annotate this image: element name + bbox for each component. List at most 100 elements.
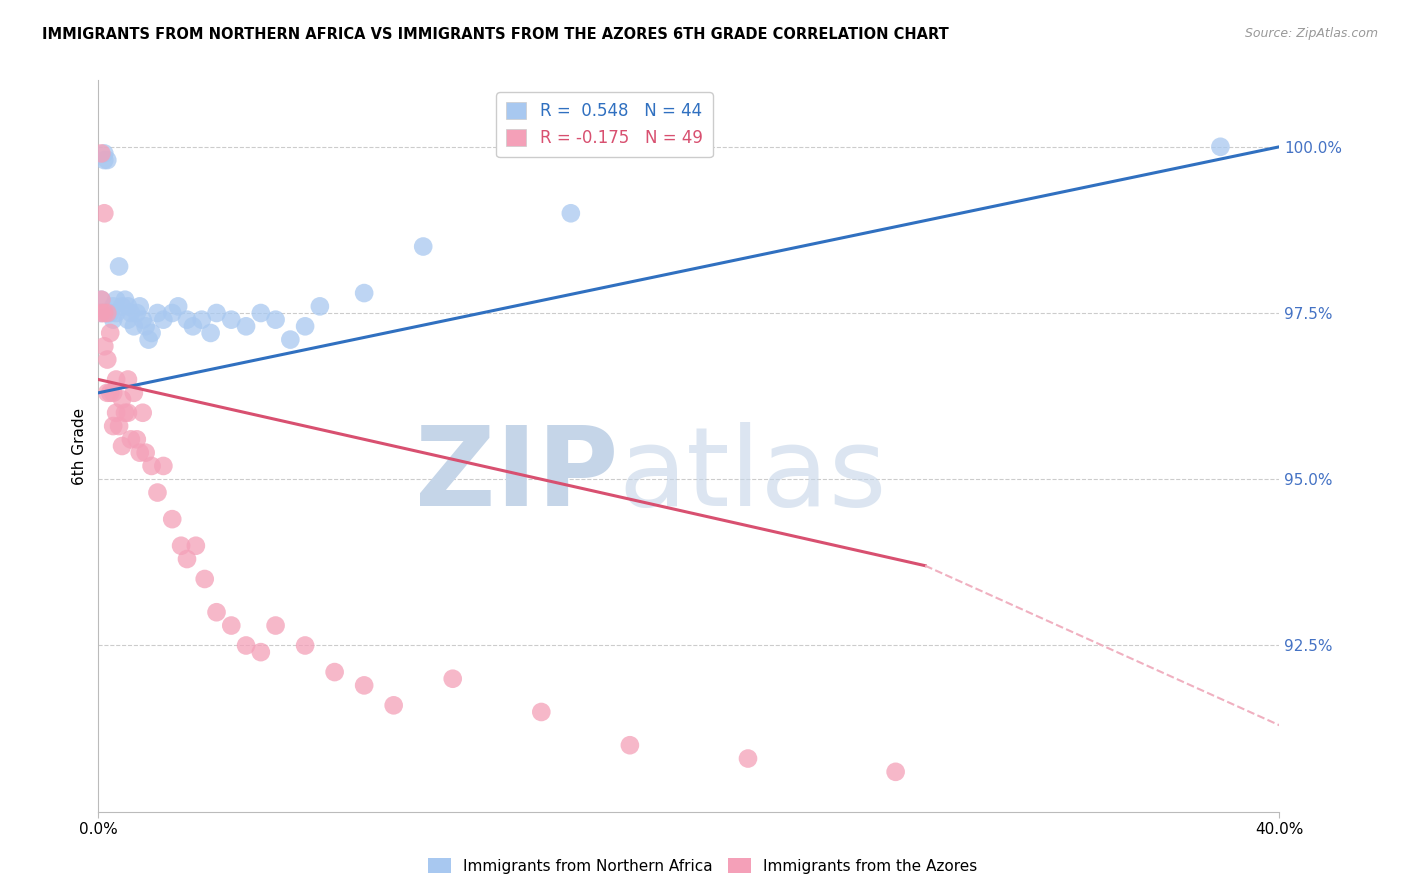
Point	[560, 206, 582, 220]
Point	[96, 153, 118, 167]
Point	[250, 306, 273, 320]
Point	[114, 406, 136, 420]
Point	[309, 299, 332, 313]
Point	[120, 433, 142, 447]
Point	[103, 419, 125, 434]
Point	[353, 286, 375, 301]
Text: ZIP: ZIP	[415, 422, 619, 529]
Point	[90, 306, 112, 320]
Point	[96, 385, 118, 400]
Point	[167, 299, 190, 313]
Point	[141, 458, 163, 473]
Point	[93, 206, 115, 220]
Point	[191, 312, 214, 326]
Point	[90, 293, 112, 307]
Point	[93, 306, 115, 320]
Point	[98, 385, 121, 400]
Point	[205, 306, 228, 320]
Point	[205, 605, 228, 619]
Point	[98, 326, 121, 340]
Text: atlas: atlas	[619, 422, 887, 529]
Point	[122, 385, 145, 400]
Point	[353, 678, 375, 692]
Point	[146, 485, 169, 500]
Point	[194, 572, 217, 586]
Point	[170, 539, 193, 553]
Point	[294, 639, 316, 653]
Point	[176, 552, 198, 566]
Point	[323, 665, 346, 679]
Point	[108, 419, 131, 434]
Point	[105, 372, 128, 386]
Point	[884, 764, 907, 779]
Point	[141, 326, 163, 340]
Point	[93, 146, 115, 161]
Point	[122, 319, 145, 334]
Point	[117, 406, 139, 420]
Point	[96, 352, 118, 367]
Point	[162, 512, 183, 526]
Point	[125, 306, 148, 320]
Point	[221, 618, 243, 632]
Legend: R =  0.548   N = 44, R = -0.175   N = 49: R = 0.548 N = 44, R = -0.175 N = 49	[496, 92, 713, 157]
Point	[111, 299, 134, 313]
Point	[280, 333, 302, 347]
Point	[152, 458, 174, 473]
Point	[111, 392, 134, 407]
Text: IMMIGRANTS FROM NORTHERN AFRICA VS IMMIGRANTS FROM THE AZORES 6TH GRADE CORRELAT: IMMIGRANTS FROM NORTHERN AFRICA VS IMMIG…	[42, 27, 949, 42]
Point	[105, 293, 128, 307]
Point	[138, 333, 160, 347]
Point	[90, 293, 112, 307]
Point	[181, 319, 204, 334]
Point	[103, 385, 125, 400]
Point	[117, 299, 139, 313]
Point	[176, 312, 198, 326]
Point	[412, 239, 434, 253]
Point	[111, 439, 134, 453]
Point	[98, 306, 121, 320]
Point	[103, 299, 125, 313]
Point	[120, 306, 142, 320]
Point	[93, 153, 115, 167]
Point	[105, 306, 128, 320]
Point	[103, 312, 125, 326]
Point	[235, 319, 257, 334]
Point	[117, 312, 139, 326]
Point	[125, 433, 148, 447]
Point	[294, 319, 316, 334]
Point	[619, 738, 641, 752]
Legend: Immigrants from Northern Africa, Immigrants from the Azores: Immigrants from Northern Africa, Immigra…	[422, 852, 984, 880]
Point	[737, 751, 759, 765]
Point	[135, 445, 157, 459]
Point	[90, 146, 112, 161]
Point	[264, 312, 287, 326]
Point	[96, 306, 118, 320]
Point	[93, 339, 115, 353]
Point	[250, 645, 273, 659]
Point	[132, 406, 155, 420]
Point	[117, 372, 139, 386]
Point	[105, 406, 128, 420]
Point	[264, 618, 287, 632]
Point	[146, 306, 169, 320]
Point	[108, 260, 131, 274]
Point	[200, 326, 222, 340]
Point	[132, 312, 155, 326]
Point	[152, 312, 174, 326]
Point	[90, 306, 112, 320]
Point	[128, 299, 150, 313]
Point	[162, 306, 183, 320]
Text: Source: ZipAtlas.com: Source: ZipAtlas.com	[1244, 27, 1378, 40]
Point	[135, 319, 157, 334]
Point	[184, 539, 207, 553]
Point	[441, 672, 464, 686]
Y-axis label: 6th Grade: 6th Grade	[72, 408, 87, 484]
Point	[221, 312, 243, 326]
Point	[530, 705, 553, 719]
Point	[128, 445, 150, 459]
Point	[382, 698, 405, 713]
Point	[235, 639, 257, 653]
Point	[114, 293, 136, 307]
Point	[1209, 140, 1232, 154]
Point	[96, 306, 118, 320]
